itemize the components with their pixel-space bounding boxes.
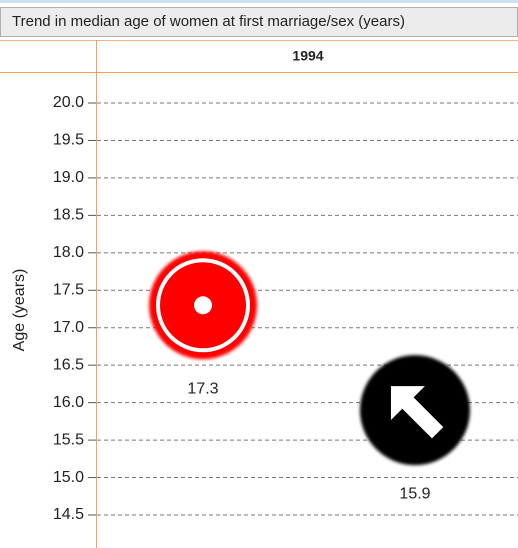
y-tick-label: 19.5 [53, 132, 84, 149]
y-tick-label: 18.5 [53, 207, 84, 224]
arrow-icon [390, 386, 444, 439]
target-ring [156, 258, 250, 353]
value-label: 17.3 [187, 380, 218, 397]
data-point [149, 251, 257, 360]
chart-title: Trend in median age of women at first ma… [12, 13, 405, 30]
y-tick-label: 16.0 [53, 394, 84, 411]
data-point [360, 355, 470, 466]
target-center [194, 296, 212, 315]
category-label: 1994 [292, 48, 323, 64]
value-label: 15.9 [399, 485, 430, 502]
y-axis-label: Age (years) [11, 269, 28, 352]
y-tick-label: 14.5 [53, 506, 84, 523]
y-tick-label: 15.0 [53, 469, 84, 486]
y-tick-label: 15.5 [53, 431, 84, 448]
y-tick-label: 17.0 [53, 319, 84, 336]
y-tick-label: 20.0 [53, 94, 84, 111]
y-tick-label: 16.5 [53, 356, 84, 373]
top-strip [0, 0, 518, 3]
title-bar [0, 7, 518, 37]
y-tick-label: 17.5 [53, 281, 84, 298]
y-tick-label: 19.0 [53, 169, 84, 186]
y-tick-label: 18.0 [53, 244, 84, 261]
